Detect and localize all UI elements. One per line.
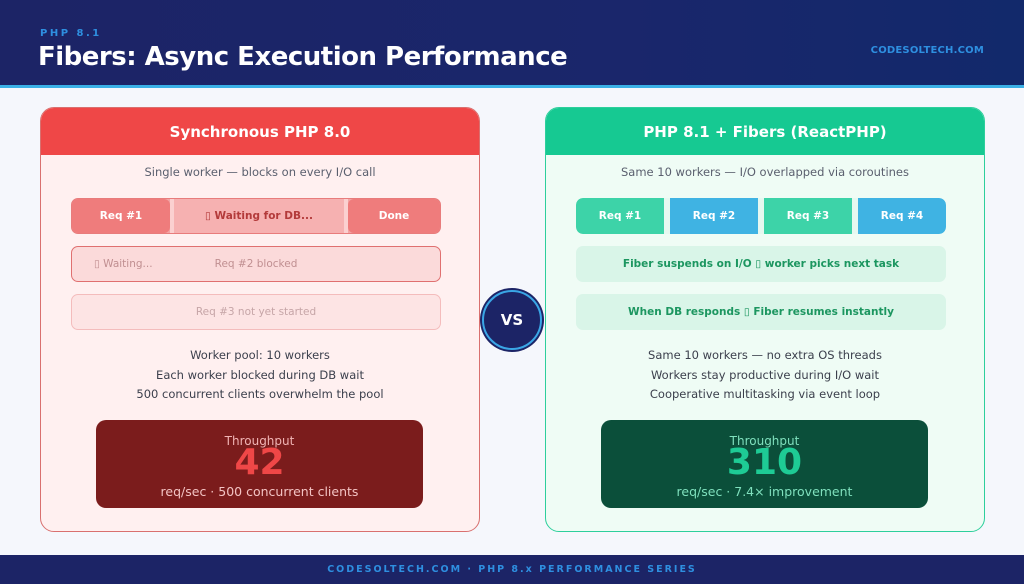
- fibers-card: PHP 8.1 + Fibers (ReactPHP) Same 10 work…: [545, 107, 985, 532]
- sync-lane-req3: Req #3 not yet started: [71, 294, 441, 330]
- fibers-throughput-label: Throughput: [729, 434, 800, 448]
- fibers-bullets: Same 10 workers — no extra OS threads Wo…: [546, 346, 984, 405]
- sync-bullet: 500 concurrent clients overwhelm the poo…: [136, 387, 384, 401]
- page-title: Fibers: Async Execution Performance: [38, 42, 568, 72]
- fibers-card-subtitle: Same 10 workers — I/O overlapped via cor…: [620, 165, 909, 179]
- sync-seg-waiting-db: ▯ Waiting for DB...: [170, 199, 348, 233]
- sync-seg-req1: Req #1: [72, 199, 170, 233]
- fibers-note-resume: When DB responds ▯ Fiber resumes instant…: [576, 294, 946, 330]
- sync-bullet: Worker pool: 10 workers: [190, 348, 330, 362]
- fibers-note-resume-text: When DB responds ▯ Fiber resumes instant…: [628, 306, 894, 318]
- fibers-seg-req2: Req #2: [670, 198, 758, 234]
- vs-badge: VS: [482, 290, 542, 350]
- fibers-lane: Req #1 Req #2 Req #3 Req #4: [576, 198, 946, 234]
- sync-lane-req2: ▯ Waiting... Req #2 blocked: [71, 246, 441, 282]
- fibers-note-suspend: Fiber suspends on I/O ▯ worker picks nex…: [576, 246, 946, 282]
- fibers-throughput-box: Throughput 310 req/sec · 7.4× improvemen…: [601, 420, 928, 508]
- sync-throughput-sub: req/sec · 500 concurrent clients: [160, 484, 359, 499]
- sync-card-title: Synchronous PHP 8.0: [41, 108, 479, 155]
- fibers-throughput-value: 310: [726, 442, 803, 483]
- fibers-seg-req3: Req #3: [764, 198, 852, 234]
- sync-card-subtitle: Single worker — blocks on every I/O call: [144, 165, 376, 179]
- fibers-seg-req1: Req #1: [576, 198, 664, 234]
- brand-label: CODESOLTECH.COM: [870, 45, 984, 56]
- sync-lane3-label: Req #3 not yet started: [195, 306, 317, 318]
- sync-throughput-box: Throughput 42 req/sec · 500 concurrent c…: [96, 420, 423, 508]
- header-kicker: PHP 8.1: [40, 28, 102, 39]
- fibers-bullet: Cooperative multitasking via event loop: [649, 387, 881, 401]
- footer-text: CODESOLTECH.COM · PHP 8.x PERFORMANCE SE…: [327, 564, 697, 575]
- footer-banner: CODESOLTECH.COM · PHP 8.x PERFORMANCE SE…: [0, 555, 1024, 584]
- sync-seg-done: Done: [348, 199, 440, 233]
- sync-lane2-waiting: ▯ Waiting...: [94, 258, 153, 270]
- fibers-note-suspend-text: Fiber suspends on I/O ▯ worker picks nex…: [622, 258, 900, 270]
- sync-lane2-blocked: Req #2 blocked: [214, 258, 298, 270]
- fibers-card-title: PHP 8.1 + Fibers (ReactPHP): [546, 108, 984, 155]
- sync-throughput-value: 42: [234, 442, 285, 483]
- sync-throughput-label: Throughput: [224, 434, 295, 448]
- fibers-bullet: Workers stay productive during I/O wait: [650, 367, 880, 382]
- sync-lane-req1: Req #1 ▯ Waiting for DB... Done: [71, 198, 441, 234]
- sync-bullet: Each worker blocked during DB wait: [156, 367, 364, 382]
- header-divider: [0, 85, 1024, 88]
- header-banner: PHP 8.1 Fibers: Async Execution Performa…: [0, 0, 1024, 85]
- sync-php-card: Synchronous PHP 8.0 Single worker — bloc…: [40, 107, 480, 532]
- fibers-throughput-sub: req/sec · 7.4× improvement: [676, 484, 853, 499]
- sync-bullets: Worker pool: 10 workers Each worker bloc…: [41, 346, 479, 405]
- fibers-bullet: Same 10 workers — no extra OS threads: [648, 348, 882, 362]
- fibers-seg-req4: Req #4: [858, 198, 946, 234]
